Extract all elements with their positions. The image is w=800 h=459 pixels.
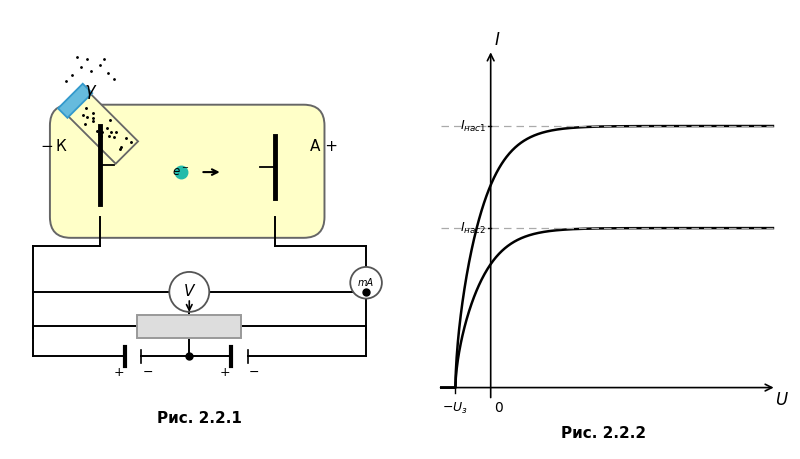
Text: $e^-$: $e^-$ [172, 166, 190, 179]
FancyBboxPatch shape [50, 105, 325, 238]
Bar [58, 84, 92, 118]
Text: R: R [195, 285, 205, 299]
Text: $-\,$К: $-\,$К [40, 138, 68, 154]
Text: V: V [184, 285, 194, 299]
Circle shape [170, 272, 210, 312]
Text: +: + [114, 366, 124, 379]
Text: $I_{\mathit{нас}2}$: $I_{\mathit{нас}2}$ [460, 221, 486, 235]
Bar [62, 87, 138, 164]
Text: Рис. 2.2.2: Рис. 2.2.2 [562, 425, 646, 441]
Text: $I_{\mathit{нас}1}$: $I_{\mathit{нас}1}$ [460, 118, 486, 134]
Text: I: I [495, 32, 500, 50]
Text: U: U [774, 392, 787, 409]
Text: $\gamma$: $\gamma$ [85, 83, 98, 101]
Text: −: − [249, 366, 259, 379]
Text: Рис. 2.2.1: Рис. 2.2.1 [158, 411, 242, 426]
Text: +: + [219, 366, 230, 379]
Text: А +: А + [310, 139, 338, 154]
Text: mA: mA [358, 278, 374, 288]
Text: −: − [142, 366, 153, 379]
Text: $-U_з$: $-U_з$ [442, 401, 468, 416]
Text: 0: 0 [494, 401, 503, 415]
Circle shape [350, 267, 382, 298]
Bar [138, 315, 242, 338]
